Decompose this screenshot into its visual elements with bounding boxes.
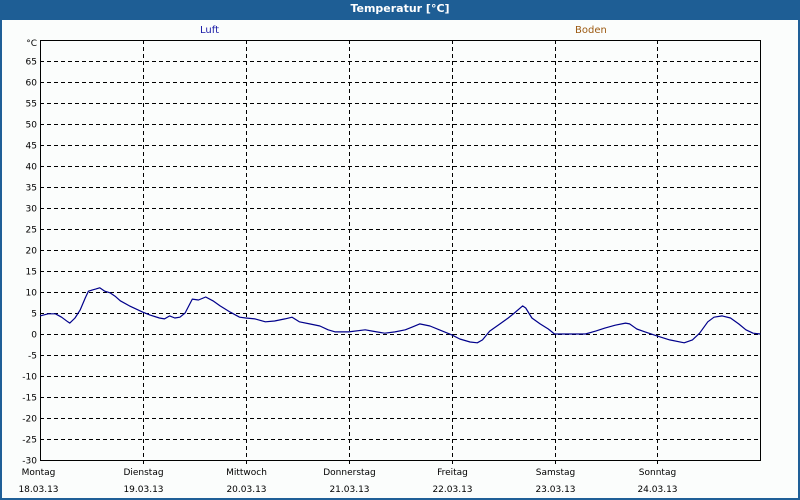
y-tick-label: 35	[26, 184, 37, 194]
y-tick-label: 25	[26, 226, 37, 236]
y-tick-label: 5	[31, 310, 37, 320]
y-tick-label: -25	[22, 436, 37, 446]
x-tick-day: Samstag	[536, 468, 575, 478]
x-tick-date: 21.03.13	[329, 485, 369, 495]
y-tick-label: 15	[26, 268, 37, 278]
x-tick-day: Mittwoch	[226, 468, 267, 478]
legend-item-boden[interactable]: Boden	[575, 25, 607, 36]
x-tick-date: 23.03.13	[535, 485, 575, 495]
y-tick-label: 50	[26, 121, 38, 131]
y-tick-label: 20	[26, 247, 38, 257]
y-tick-label: 60	[26, 79, 38, 89]
y-tick-label: 55	[26, 100, 37, 110]
x-tick-day: Donnerstag	[323, 468, 376, 478]
y-tick-label: 10	[26, 289, 38, 299]
y-tick-label: -20	[22, 415, 37, 425]
x-tick-day: Freitag	[437, 468, 468, 478]
legend-item-luft[interactable]: Luft	[200, 25, 219, 36]
x-tick-day: Dienstag	[123, 468, 163, 478]
plot-frame	[40, 40, 761, 461]
y-tick-label: 45	[26, 142, 37, 152]
y-tick-label: -15	[22, 394, 37, 404]
y-unit-label: °C	[26, 39, 37, 49]
y-tick-label: -10	[22, 373, 37, 383]
y-tick-label: 65	[26, 58, 37, 68]
y-tick-label: -30	[22, 457, 37, 467]
y-tick-label: 30	[26, 205, 38, 215]
y-tick-label: 40	[26, 163, 38, 173]
x-tick-date: 22.03.13	[432, 485, 472, 495]
x-tick-day: Sonntag	[639, 468, 676, 478]
y-tick-label: 0	[31, 331, 37, 341]
x-tick-day: Montag	[22, 468, 56, 478]
chart-title: Temperatur [°C]	[0, 0, 800, 20]
y-tick-label: -5	[28, 352, 37, 362]
x-tick-date: 19.03.13	[123, 485, 163, 495]
x-tick-date: 24.03.13	[637, 485, 677, 495]
x-tick-date: 18.03.13	[18, 485, 58, 495]
x-tick-date: 20.03.13	[226, 485, 266, 495]
series-line-luft	[39, 287, 761, 344]
